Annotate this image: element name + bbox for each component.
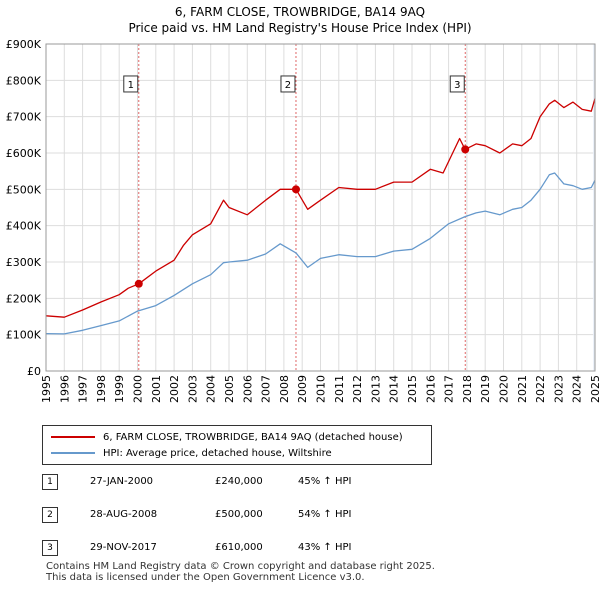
price-chart: 1 2 3 £0 £100K £200K £300K £400K £500K £600K £700… [6,38,600,403]
sale-marker-number: 1 [128,80,134,91]
x-tick-label: 2014 [388,375,401,403]
x-tick-label: 2006 [241,375,254,403]
y-tick-label: £200K [6,292,42,305]
x-tick-label: 2025 [589,375,600,403]
x-tick-label: 2013 [369,375,382,403]
hpi-line [45,172,596,335]
sale-hpi-change: 45% ↑ HPI [298,476,352,487]
sale-point [461,145,470,154]
legend-label-property: 6, FARM CLOSE, TROWBRIDGE, BA14 9AQ (det… [103,431,403,443]
y-tick-label: £900K [6,38,42,51]
sale-point [291,185,300,194]
sale-hpi-change: 54% ↑ HPI [298,509,352,520]
sale-marker-box [280,75,296,93]
sale-hpi-change: 43% ↑ HPI [298,542,352,553]
x-tick-label: 2018 [461,375,474,403]
sale-date: 28-AUG-2008 [90,509,158,520]
x-tick-label: 1996 [58,375,71,403]
sale-number-badge: 1 [42,474,58,490]
y-tick-label: £700K [6,111,42,124]
sale-marker-labels: 1 2 3 [123,75,465,93]
sale-marker-number: 3 [454,80,460,91]
footer-copyright: Contains HM Land Registry data © Crown c… [46,561,435,572]
x-tick-label: 2003 [186,375,199,403]
x-tick-label: 2007 [260,375,273,403]
sale-number-badge: 3 [42,540,58,556]
x-tick-label: 2019 [479,375,492,403]
x-tick-label: 2004 [205,375,218,403]
x-tick-label: 2021 [516,375,529,403]
y-tick-label: £600K [6,147,42,160]
x-tick-label: 1997 [77,375,90,403]
plot-border [45,43,596,372]
x-tick-label: 2017 [443,375,456,403]
y-tick-label: £400K [6,220,42,233]
sale-marker-box [449,75,465,93]
forecast-shade [593,44,595,371]
legend-item-property: 6, FARM CLOSE, TROWBRIDGE, BA14 9AQ (det… [51,430,403,444]
sale-price: £610,000 [215,542,263,553]
y-tick-label: £800K [6,74,42,87]
x-tick-label: 2010 [315,375,328,403]
x-tick-label: 2002 [168,375,181,403]
x-tick-label: 2020 [498,375,511,403]
forecast-shade-rect [593,44,595,371]
x-tick-label: 2012 [351,375,364,403]
sale-marker-number: 2 [285,80,291,91]
x-tick-label: 1995 [40,375,53,403]
property-price-line [45,98,596,318]
sale-number-badge: 2 [42,507,58,523]
sale-marker-lines [138,44,466,371]
sale-marker-box [123,75,139,93]
y-tick-label: £500K [6,183,42,196]
table-row: 1 27-JAN-2000 £240,000 45% ↑ HPI [42,474,542,492]
x-tick-label: 2000 [132,375,145,403]
x-tick-label: 2022 [534,375,547,403]
table-row: 3 29-NOV-2017 £610,000 43% ↑ HPI [42,540,542,558]
legend-label-hpi: HPI: Average price, detached house, Wilt… [103,447,332,459]
chart-subtitle: Price paid vs. HM Land Registry's House … [128,21,472,35]
footer: Contains HM Land Registry data © Crown c… [46,561,435,583]
legend: 6, FARM CLOSE, TROWBRIDGE, BA14 9AQ (det… [42,425,432,465]
grid [45,43,596,372]
legend-item-hpi: HPI: Average price, detached house, Wilt… [51,446,332,460]
footer-licence: This data is licensed under the Open Gov… [46,572,365,583]
x-tick-label: 2005 [223,375,236,403]
x-tick-label: 2008 [278,375,291,403]
sale-date: 27-JAN-2000 [90,476,154,487]
legend-swatch-hpi [51,452,95,454]
sale-price: £240,000 [215,476,263,487]
x-tick-label: 2024 [571,375,584,403]
y-tick-label: £300K [6,256,42,269]
x-tick-label: 2016 [424,375,437,403]
chart-title: 6, FARM CLOSE, TROWBRIDGE, BA14 9AQ [174,5,426,19]
x-tick-label: 2009 [296,375,309,403]
sale-point [134,279,143,288]
x-tick-label: 2023 [552,375,565,403]
x-tick-label: 2001 [150,375,163,403]
series-lines [45,98,596,335]
sale-points [134,145,470,288]
x-tick-label: 2011 [333,375,346,403]
y-tick-label: £100K [6,329,42,342]
x-tick-label: 1999 [113,375,126,403]
table-row: 2 28-AUG-2008 £500,000 54% ↑ HPI [42,507,542,525]
x-tick-label: 1998 [95,375,108,403]
axes: £0 £100K £200K £300K £400K £500K £600K £700K £80… [6,38,600,403]
y-tick-label: £0 [27,365,41,378]
legend-swatch-property [51,436,95,438]
sale-price: £500,000 [215,509,263,520]
x-tick-label: 2015 [406,375,419,403]
sale-date: 29-NOV-2017 [90,542,157,553]
